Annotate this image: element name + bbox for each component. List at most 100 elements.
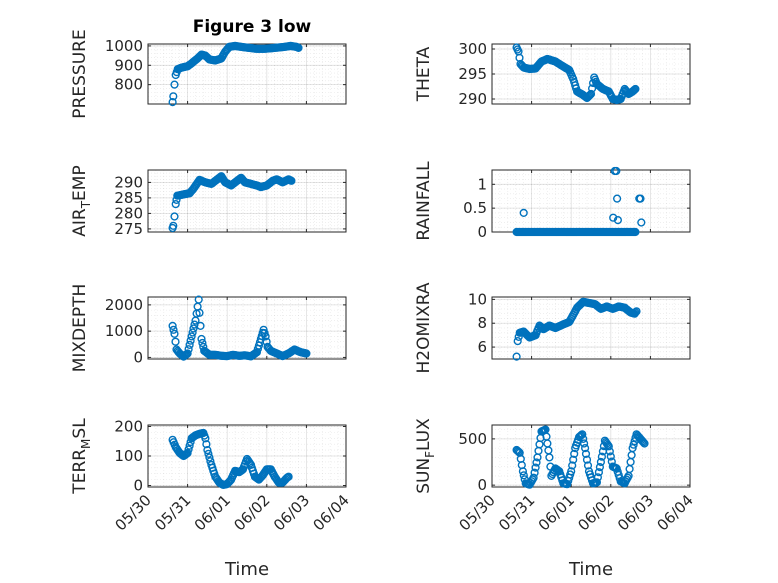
data-point	[196, 321, 205, 331]
y-tick-label: 8	[477, 314, 487, 332]
data-point	[284, 472, 293, 481]
data-point	[632, 307, 641, 316]
subplot-rainfall: 0 0.5 1 RAINFALL	[414, 161, 691, 241]
x-tick-label: 06/01	[535, 491, 578, 534]
data-point	[184, 345, 193, 354]
data-point	[637, 218, 646, 227]
y-tick-label: 100	[114, 447, 143, 465]
data-point	[567, 467, 576, 476]
y-tick-label: 0	[133, 477, 143, 495]
data-point	[201, 434, 210, 443]
data-point	[171, 337, 180, 346]
y-tick-label: 290	[114, 173, 143, 191]
data-point	[184, 445, 193, 454]
data-point	[168, 321, 177, 331]
data-point	[169, 92, 178, 101]
data-point	[194, 295, 203, 304]
x-tick-label: 06/04	[310, 491, 353, 534]
data-point	[170, 329, 179, 338]
y-tick-label: 0	[477, 223, 487, 241]
data-point	[171, 200, 180, 209]
data-point	[531, 463, 540, 472]
data-point	[596, 457, 606, 467]
data-point	[186, 336, 195, 345]
y-tick-label: 1000	[105, 322, 143, 340]
data-point	[198, 338, 207, 348]
data-point	[261, 332, 270, 341]
axes-background	[491, 169, 691, 233]
data-point	[595, 463, 605, 472]
data-point	[583, 461, 593, 470]
data-point	[170, 212, 179, 221]
data-point	[169, 221, 178, 230]
y-axis-label: RAINFALL	[414, 161, 434, 241]
data-point	[631, 227, 640, 237]
data-point	[168, 97, 177, 107]
data-point	[302, 349, 311, 358]
data-point	[513, 446, 522, 456]
y-tick-label: 290	[458, 90, 487, 108]
axes-background	[491, 43, 691, 105]
data-point	[605, 447, 614, 456]
data-point	[592, 478, 602, 487]
y-tick-label: 1	[477, 175, 487, 193]
data-point	[187, 332, 196, 341]
y-tick-label: 285	[114, 189, 143, 207]
data-point	[185, 441, 194, 450]
x-tick-label: 06/03	[270, 491, 313, 534]
data-point	[513, 337, 522, 346]
data-point	[514, 447, 523, 456]
x-tick-label: 05/31	[151, 491, 194, 534]
data-point	[587, 84, 597, 93]
axes-background	[147, 43, 347, 105]
data-point	[606, 452, 615, 461]
y-axis-label: AIRTEMP	[70, 165, 93, 236]
data-point	[205, 453, 214, 462]
data-point	[613, 216, 623, 225]
data-point	[294, 43, 303, 53]
y-tick-label: 800	[114, 76, 143, 94]
y-tick-label: 0.5	[463, 199, 487, 217]
y-axis-label: H2OMIXRA	[414, 282, 434, 373]
data-point	[529, 473, 538, 482]
data-point	[584, 91, 594, 101]
data-point	[636, 194, 645, 203]
data-point	[570, 449, 579, 459]
figure-title: Figure 3 low	[193, 17, 312, 37]
x-tick-label: 05/30	[456, 491, 499, 534]
y-tick-label: 900	[114, 56, 143, 74]
data-point	[518, 467, 528, 476]
data-point	[612, 166, 621, 176]
data-point	[185, 340, 194, 350]
data-point	[631, 308, 640, 317]
data-point	[519, 471, 528, 480]
subplot-theta: 290 295 300 THETA	[414, 40, 691, 108]
x-tick-label: 05/31	[495, 491, 538, 534]
x-tick-label: 06/03	[614, 491, 657, 534]
data-point	[188, 328, 197, 337]
x-tick-label: 05/30	[112, 491, 155, 534]
data-point	[593, 473, 603, 482]
data-point	[545, 453, 554, 462]
data-point	[586, 89, 596, 99]
data-point	[183, 448, 192, 458]
data-point	[581, 449, 591, 459]
data-point	[287, 176, 296, 185]
y-tick-label: 10	[468, 290, 487, 308]
y-tick-label: 280	[114, 204, 143, 222]
x-axis-label: Time	[568, 559, 613, 580]
data-point	[170, 80, 179, 89]
y-tick-label: 0	[133, 348, 143, 366]
data-point	[202, 440, 211, 449]
data-point	[604, 442, 613, 451]
data-point	[597, 452, 607, 461]
data-point	[579, 439, 589, 448]
data-point	[568, 461, 577, 470]
y-tick-label: 1000	[105, 37, 143, 55]
subplot-mixdepth: 0 1000 2000 MIXDEPTH	[70, 284, 347, 373]
x-tick-label: 06/01	[191, 491, 234, 534]
y-axis-label: MIXDEPTH	[70, 284, 90, 373]
y-tick-label: 275	[114, 220, 143, 238]
